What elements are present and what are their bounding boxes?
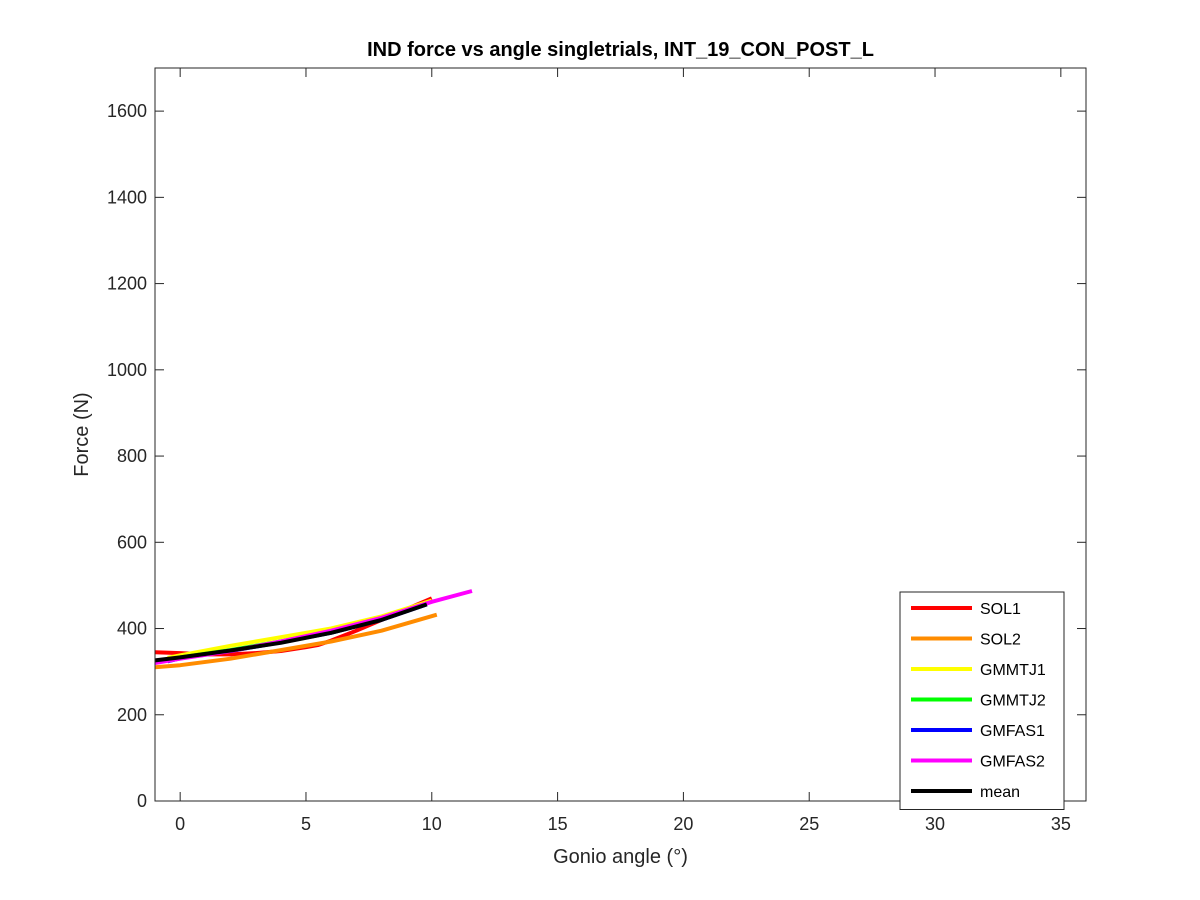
y-tick-label: 800 — [117, 446, 147, 466]
series-line-sol2 — [154, 612, 438, 670]
x-tick-label: 10 — [422, 814, 442, 834]
x-axis-title: Gonio angle (°) — [553, 846, 688, 868]
legend-label: GMMTJ2 — [980, 693, 1046, 710]
x-tick-label: 15 — [548, 814, 568, 834]
y-tick-label: 400 — [117, 619, 147, 639]
x-tick-label: 0 — [175, 814, 185, 834]
legend-label: GMFAS1 — [980, 723, 1045, 740]
y-tick-label: 600 — [117, 532, 147, 552]
y-tick-label: 1600 — [107, 101, 147, 121]
y-tick-label: 0 — [137, 791, 147, 811]
legend: SOL1 SOL2 GMMTJ1 GMMTJ2 GMFAS1 GMFAS2 mean — [899, 591, 1065, 810]
y-tick-label: 1000 — [107, 360, 147, 380]
legend-label: mean — [980, 784, 1020, 801]
chart-title: IND force vs angle singletrials, INT_19_… — [367, 39, 874, 61]
tick-labels: 0 5 10 15 20 25 30 35 0 200 400 600 800 1000 1200 1400 1… — [107, 101, 1071, 834]
x-tick-label: 5 — [301, 814, 311, 834]
legend-label: GMFAS2 — [980, 754, 1045, 771]
series-lines — [154, 589, 473, 670]
x-tick-label: 25 — [799, 814, 819, 834]
y-tick-label: 1400 — [107, 187, 147, 207]
legend-label: SOL1 — [980, 601, 1021, 618]
x-tick-label: 20 — [673, 814, 693, 834]
y-tick-label: 1200 — [107, 274, 147, 294]
series-line-mean — [154, 602, 428, 663]
x-tick-label: 35 — [1051, 814, 1071, 834]
x-tick-label: 30 — [925, 814, 945, 834]
legend-label: SOL2 — [980, 632, 1021, 649]
plot-frame — [154, 67, 1087, 802]
y-axis-title: Force (N) — [71, 392, 93, 476]
y-tick-label: 200 — [117, 705, 147, 725]
legend-label: GMMTJ1 — [980, 662, 1046, 679]
